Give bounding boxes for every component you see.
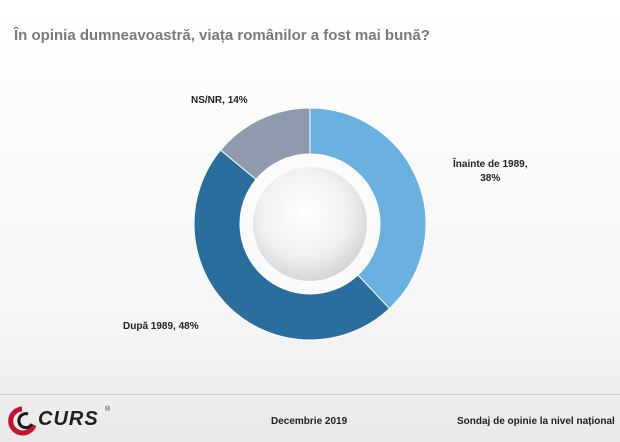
slice-ns-nr bbox=[219, 107, 311, 181]
slice-label-inainte-value: 38% bbox=[480, 173, 501, 184]
slice-label-nsnr-name: NS/NR, bbox=[191, 95, 225, 106]
logo-text: CURS bbox=[38, 408, 99, 430]
donut-slices bbox=[193, 107, 427, 341]
chart-title: În opinia dumneavoastră, viața românilor… bbox=[14, 27, 430, 44]
slice-label-nsnr-value: 14% bbox=[227, 95, 248, 106]
slice-label-nsnr: NS/NR, 14% bbox=[191, 94, 248, 108]
slice-label-dupa: După 1989, 48% bbox=[123, 320, 199, 334]
footer-source: Sondaj de opinie la nivel național bbox=[457, 416, 615, 427]
slice-label-dupa-value: 48% bbox=[178, 321, 199, 332]
footer-divider bbox=[0, 394, 620, 395]
slice-label-dupa-name: După 1989, bbox=[123, 321, 176, 332]
donut-center bbox=[253, 167, 367, 281]
footer-date: Decembrie 2019 bbox=[271, 416, 348, 427]
slice-label-inainte: Înainte de 1989, 38% bbox=[453, 158, 527, 186]
logo-registered-mark: ® bbox=[105, 406, 111, 413]
slice-label-inainte-name: Înainte de 1989, bbox=[453, 159, 528, 170]
slice-dupa-1989 bbox=[193, 149, 391, 341]
curs-logo-icon bbox=[8, 406, 37, 436]
slice-inainte-de-1989 bbox=[309, 107, 427, 310]
